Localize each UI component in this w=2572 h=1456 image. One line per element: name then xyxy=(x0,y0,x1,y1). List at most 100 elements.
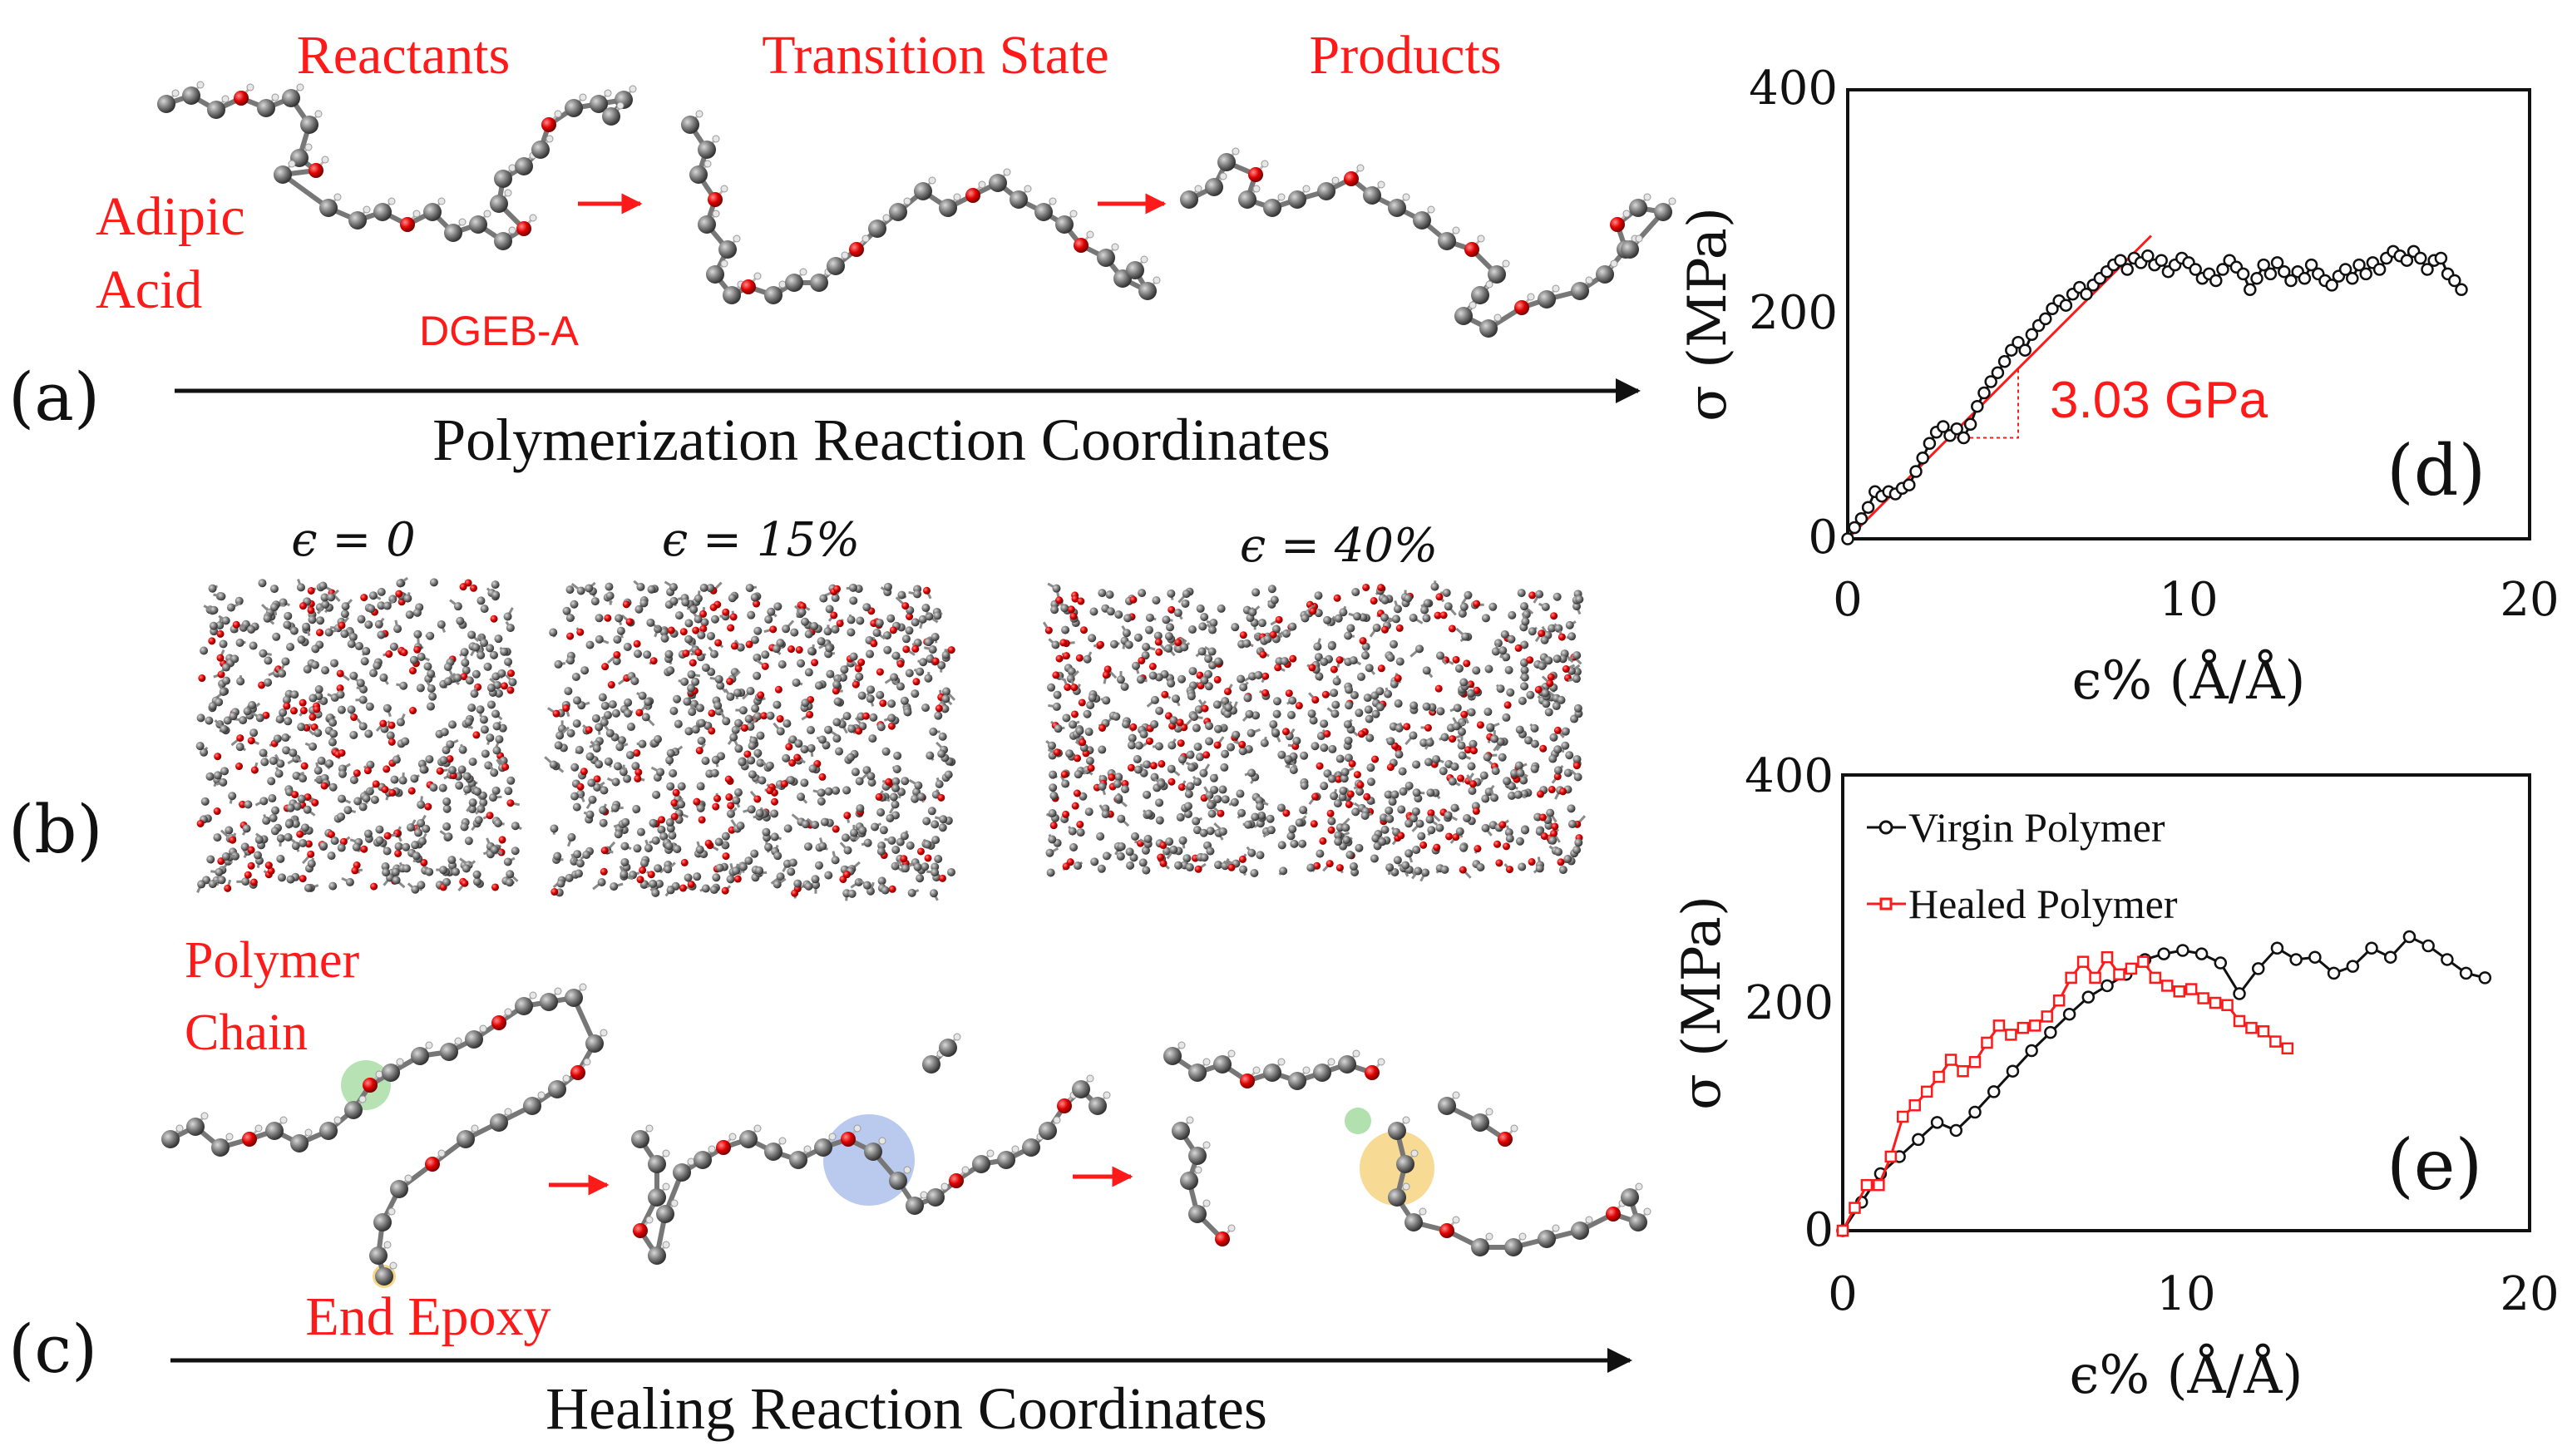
carbon-atom xyxy=(368,591,378,600)
carbon-atom xyxy=(427,684,436,693)
carbon-atom xyxy=(1365,714,1374,723)
carbon-atom xyxy=(605,582,614,591)
carbon-atom xyxy=(1186,782,1195,791)
carbon-atom xyxy=(604,757,613,766)
hydrogen-atom xyxy=(1177,1041,1186,1049)
oxygen-atom xyxy=(1528,591,1537,600)
carbon-atom xyxy=(1288,1072,1306,1090)
carbon-atom xyxy=(907,888,916,897)
hydrogen-atom xyxy=(662,1182,670,1191)
carbon-atom xyxy=(438,783,447,792)
carbon-atom xyxy=(1245,709,1254,718)
carbon-atom xyxy=(340,629,349,639)
data-point xyxy=(1937,420,1950,433)
hydrogen-atom xyxy=(389,1261,397,1270)
oxygen-atom xyxy=(1547,673,1555,681)
carbon-atom xyxy=(440,728,449,737)
carbon-atom xyxy=(1500,629,1509,639)
strain-label-40: ϵ = 40% xyxy=(1240,519,1438,573)
carbon-atom xyxy=(1133,755,1142,764)
hydrogen-atom xyxy=(1410,1149,1419,1157)
carbon-atom xyxy=(1136,675,1145,684)
carbon-atom xyxy=(1207,801,1216,810)
carbon-atom xyxy=(284,820,294,829)
oxygen-atom xyxy=(861,712,870,720)
carbon-atom xyxy=(262,816,271,825)
carbon-atom xyxy=(891,845,901,854)
carbon-atom xyxy=(588,795,597,804)
hydrogen-atom xyxy=(1452,226,1460,234)
carbon-atom xyxy=(310,660,319,669)
carbon-atom xyxy=(1355,787,1365,796)
carbon-atom xyxy=(879,826,888,835)
carbon-atom xyxy=(1548,836,1558,845)
carbon-atom xyxy=(1150,719,1159,728)
carbon-atom xyxy=(651,888,660,897)
carbon-atom xyxy=(1454,307,1473,325)
oxygen-atom xyxy=(1098,723,1107,732)
oxygen-atom xyxy=(634,768,643,777)
carbon-atom xyxy=(1088,634,1097,643)
data-point xyxy=(1968,1105,1982,1119)
carbon-atom xyxy=(922,1055,940,1073)
carbon-atom xyxy=(1552,702,1561,711)
carbon-atom xyxy=(1549,733,1558,742)
hydrogen-atom xyxy=(437,197,446,205)
carbon-atom xyxy=(1426,788,1435,797)
carbon-atom xyxy=(383,846,392,856)
data-point xyxy=(2278,264,2291,279)
carbon-atom xyxy=(657,825,666,834)
carbon-atom xyxy=(241,877,250,886)
carbon-atom xyxy=(240,842,249,851)
carbon-atom xyxy=(486,733,495,743)
carbon-atom xyxy=(600,786,609,795)
carbon-atom xyxy=(480,605,489,614)
oxygen-atom xyxy=(1059,639,1068,647)
carbon-atom xyxy=(1498,646,1508,655)
carbon-atom xyxy=(876,808,886,817)
carbon-atom xyxy=(337,843,346,852)
hydrogen-atom xyxy=(720,185,728,193)
carbon-atom xyxy=(359,685,368,694)
oxygen-atom xyxy=(1528,858,1536,866)
data-point xyxy=(2125,962,2138,975)
oxygen-atom xyxy=(1055,654,1064,663)
carbon-atom xyxy=(503,612,512,621)
panel-c: Polymer Chain End Epoxy (c) Healing Reac… xyxy=(8,932,1651,1442)
oxygen-atom xyxy=(267,866,275,875)
carbon-atom xyxy=(1621,1188,1639,1207)
hydrogen-atom xyxy=(1140,255,1148,264)
carbon-atom xyxy=(1540,635,1549,644)
oxygen-atom xyxy=(336,684,344,693)
carbon-atom xyxy=(157,95,175,113)
bond xyxy=(281,172,330,210)
carbon-atom xyxy=(600,718,609,727)
hydrogen-atom xyxy=(1419,1207,1427,1216)
carbon-atom xyxy=(1508,610,1517,619)
carbon-atom xyxy=(631,1130,649,1148)
carbon-atom xyxy=(503,857,512,866)
carbon-atom xyxy=(804,629,813,639)
carbon-atom xyxy=(1393,856,1402,865)
oxygen-atom xyxy=(649,657,658,665)
carbon-atom xyxy=(847,889,857,898)
carbon-atom xyxy=(290,1134,309,1152)
carbon-atom xyxy=(1247,768,1256,777)
carbon-atom xyxy=(273,734,282,743)
carbon-atom xyxy=(1120,682,1129,691)
carbon-atom xyxy=(389,642,398,651)
carbon-atom xyxy=(862,881,871,890)
oxygen-atom xyxy=(714,639,723,647)
oxygen-atom xyxy=(1285,689,1293,698)
carbon-atom xyxy=(608,700,617,709)
carbon-atom xyxy=(1176,812,1185,822)
carbon-atom xyxy=(1048,808,1057,817)
hydrogen-atom xyxy=(753,272,762,280)
carbon-atom xyxy=(1022,1138,1040,1157)
carbon-atom xyxy=(1420,605,1429,614)
carbon-atom xyxy=(862,766,871,775)
hydrogen-atom xyxy=(479,1024,487,1033)
chart-d-ytick-0: 0 xyxy=(1808,511,1838,565)
data-point xyxy=(2184,983,2198,995)
carbon-atom xyxy=(573,850,582,859)
